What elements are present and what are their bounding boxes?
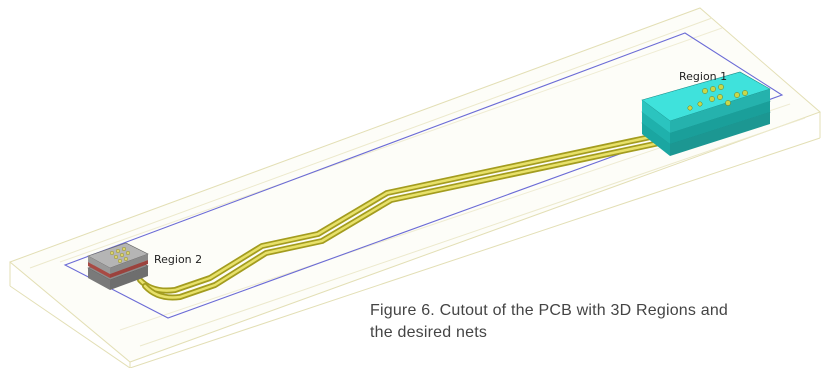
region-2-label: Region 2 [154, 253, 202, 266]
region-1-block: Region 1 [641, 70, 771, 156]
nets [137, 132, 667, 301]
region-2-pads [109, 246, 130, 264]
pcb-edge [129, 137, 821, 368]
region-1-label: Region 1 [679, 70, 727, 83]
pcb-edge [9, 285, 131, 368]
pcb-layer-line [29, 17, 713, 269]
figure-caption: Figure 6. Cutout of the PCB with 3D Regi… [370, 300, 830, 344]
cutout-boundary [63, 32, 784, 319]
pcb-layer-line [139, 117, 806, 347]
pcb-layer-line [59, 27, 723, 263]
region-2-block: Region 2 [87, 242, 202, 290]
figure-caption-line-2: the desired nets [370, 324, 488, 341]
region-1-pads [687, 84, 748, 111]
figure-caption-line-1: Figure 6. Cutout of the PCB with 3D Regi… [370, 302, 729, 319]
net-trace [143, 140, 666, 299]
